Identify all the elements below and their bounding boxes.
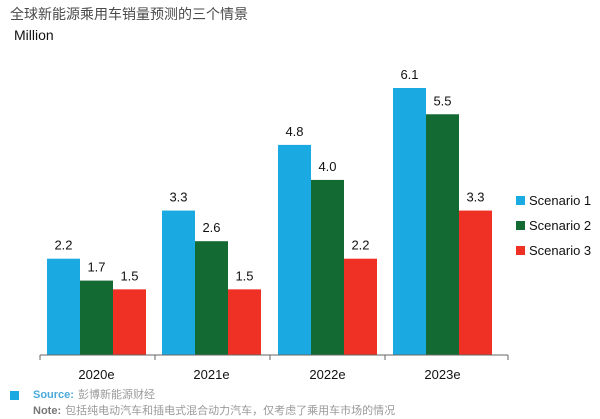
x-tick-label-2020e: 2020e <box>78 367 114 382</box>
x-tick-label-2023e: 2023e <box>424 367 460 382</box>
x-tick-label-2021e: 2021e <box>193 367 229 382</box>
value-label-2021e-series-3: 1.5 <box>235 268 253 283</box>
value-label-2023e-series-2: 5.5 <box>433 93 451 108</box>
bar-2023e-series-3 <box>459 210 492 355</box>
value-label-2022e-series-1: 4.8 <box>285 124 303 139</box>
value-label-2021e-series-2: 2.6 <box>202 220 220 235</box>
unit-label: Million <box>14 27 54 43</box>
bar-2020e-series-1 <box>47 258 80 355</box>
bar-2023e-series-1 <box>393 88 426 355</box>
legend-item-scenario-1: Scenario 1 <box>516 188 591 213</box>
bar-2021e-series-1 <box>162 210 195 355</box>
legend-swatch-scenario-1 <box>516 196 525 205</box>
x-tick-label-2022e: 2022e <box>309 367 345 382</box>
legend-item-scenario-2: Scenario 2 <box>516 213 591 238</box>
value-label-2022e-series-2: 4.0 <box>318 159 336 174</box>
bar-2021e-series-3 <box>228 289 261 355</box>
value-label-2021e-series-1: 3.3 <box>169 190 187 205</box>
legend-swatch-scenario-3 <box>516 246 525 255</box>
bar-2022e-series-2 <box>311 179 344 355</box>
legend-label-scenario-3: Scenario 3 <box>529 243 592 258</box>
value-label-2020e-series-2: 1.7 <box>87 260 105 275</box>
chart-title: 全球新能源乘用车销量预测的三个情景 <box>10 7 248 23</box>
chart-footer: Source: 彭博新能源财经 Note: 包括纯电动汽车和插电式混合动力汽车，… <box>10 387 395 419</box>
bar-2020e-series-3 <box>113 289 146 355</box>
legend-item-scenario-3: Scenario 3 <box>516 238 591 263</box>
legend-label-scenario-1: Scenario 1 <box>529 193 592 208</box>
source-key: Source: <box>33 389 74 401</box>
bar-2023e-series-2 <box>426 114 459 355</box>
source-row: Source: 彭博新能源财经 <box>10 387 395 403</box>
bar-2021e-series-2 <box>195 241 228 355</box>
legend-label-scenario-2: Scenario 2 <box>529 218 592 233</box>
square-bullet-icon <box>10 390 19 400</box>
legend-swatch-scenario-2 <box>516 221 525 230</box>
bar-2020e-series-2 <box>80 280 113 355</box>
source-text: 彭博新能源财经 <box>77 388 155 401</box>
value-label-2023e-series-3: 3.3 <box>466 190 484 205</box>
note-text: 包括纯电动汽车和插电式混合动力汽车，仅考虑了乘用车市场的情况 <box>65 404 396 417</box>
legend: Scenario 1 Scenario 2 Scenario 3 <box>516 188 591 263</box>
value-label-2020e-series-3: 1.5 <box>120 268 138 283</box>
value-label-2020e-series-1: 2.2 <box>54 238 72 253</box>
note-row: Note: 包括纯电动汽车和插电式混合动力汽车，仅考虑了乘用车市场的情况 <box>10 403 395 419</box>
value-label-2022e-series-3: 2.2 <box>351 238 369 253</box>
value-label-2023e-series-1: 6.1 <box>400 67 418 82</box>
bar-2022e-series-1 <box>278 144 311 355</box>
bar-2022e-series-3 <box>344 258 377 355</box>
note-key: Note: <box>33 405 62 417</box>
